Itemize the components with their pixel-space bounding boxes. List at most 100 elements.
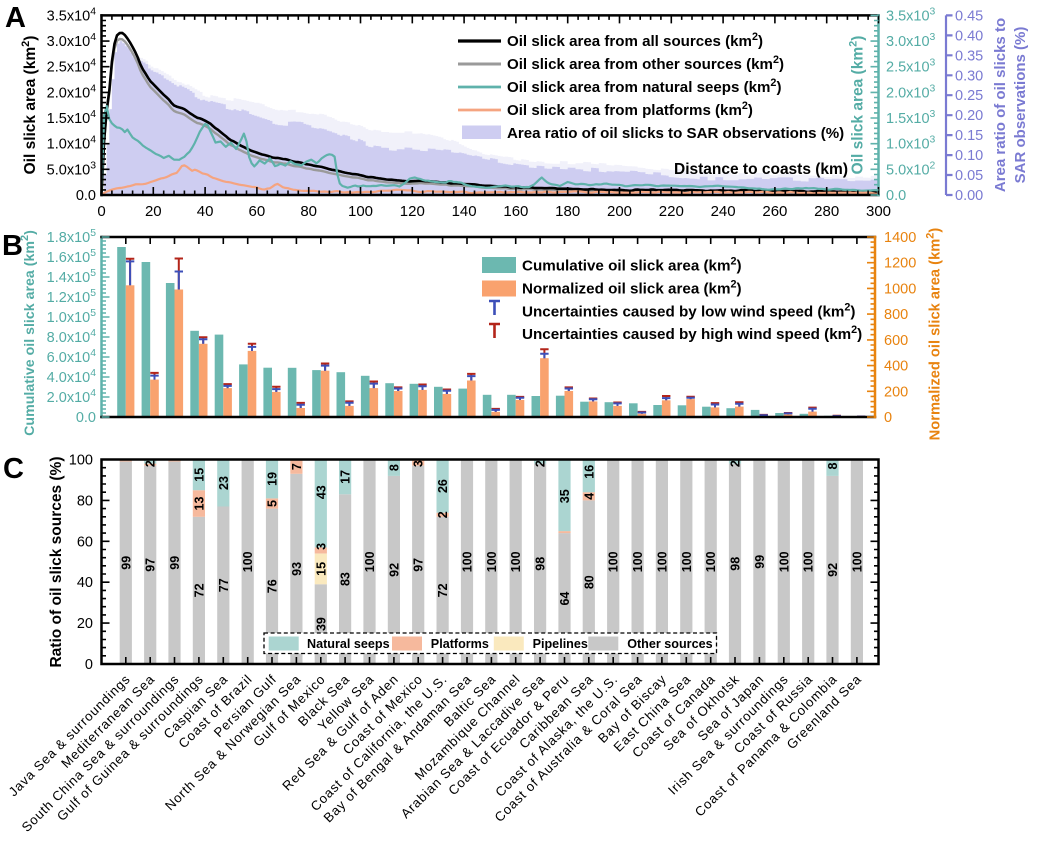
svg-text:92: 92 <box>387 563 401 577</box>
svg-text:2: 2 <box>144 460 158 467</box>
svg-text:72: 72 <box>192 583 206 597</box>
svg-text:B: B <box>2 230 23 262</box>
svg-text:100: 100 <box>348 203 373 220</box>
svg-text:200: 200 <box>607 203 632 220</box>
svg-text:1.0x105: 1.0x105 <box>47 308 97 326</box>
svg-text:300: 300 <box>866 203 891 220</box>
svg-text:98: 98 <box>534 557 548 571</box>
svg-text:A: A <box>5 2 26 34</box>
svg-text:2.5x103: 2.5x103 <box>886 58 936 76</box>
svg-text:Ratio of oil slick sources (%): Ratio of oil slick sources (%) <box>48 456 65 667</box>
svg-text:Uncertainties caused by high w: Uncertainties caused by high wind speed … <box>522 324 862 343</box>
svg-text:3.0x104: 3.0x104 <box>47 32 97 50</box>
svg-text:5.0x103: 5.0x103 <box>47 160 97 178</box>
svg-text:Platforms: Platforms <box>431 637 489 651</box>
svg-text:40: 40 <box>197 203 214 220</box>
svg-text:120: 120 <box>400 203 425 220</box>
svg-text:0: 0 <box>85 657 93 673</box>
svg-text:1.5x104: 1.5x104 <box>47 109 97 127</box>
svg-text:0.20: 0.20 <box>955 108 983 124</box>
svg-text:100: 100 <box>850 551 864 572</box>
svg-text:20: 20 <box>77 616 93 632</box>
svg-text:2: 2 <box>729 460 743 467</box>
svg-text:0.05: 0.05 <box>955 168 983 184</box>
svg-text:0.0: 0.0 <box>76 188 96 204</box>
svg-text:39: 39 <box>314 617 328 631</box>
svg-text:40: 40 <box>77 575 93 591</box>
svg-text:1.5x103: 1.5x103 <box>886 109 936 127</box>
svg-text:Normalized oil slick area (km2: Normalized oil slick area (km2) <box>522 278 742 297</box>
svg-text:0.0: 0.0 <box>886 188 906 204</box>
svg-text:8: 8 <box>826 462 840 469</box>
svg-text:800: 800 <box>884 307 908 323</box>
svg-text:0.0: 0.0 <box>76 410 96 426</box>
svg-text:2: 2 <box>436 511 450 518</box>
svg-text:4: 4 <box>582 493 596 500</box>
svg-text:3.5x104: 3.5x104 <box>47 6 97 24</box>
svg-text:Oil slick area (km2): Oil slick area (km2) <box>848 36 867 175</box>
svg-text:220: 220 <box>659 203 684 220</box>
svg-text:Oil slick area (km2): Oil slick area (km2) <box>20 36 39 175</box>
svg-text:5: 5 <box>266 500 280 507</box>
svg-text:600: 600 <box>884 333 908 349</box>
svg-text:Cumulative oil slick area (km2: Cumulative oil slick area (km2) <box>19 230 38 436</box>
svg-text:72: 72 <box>436 583 450 597</box>
svg-text:Area ratio of oil slicks to SA: Area ratio of oil slicks to SAR observat… <box>507 125 844 142</box>
svg-text:Distance to coasts (km): Distance to coasts (km) <box>674 161 848 178</box>
svg-text:0.00: 0.00 <box>955 188 983 204</box>
svg-text:SAR observations (%): SAR observations (%) <box>1012 27 1029 184</box>
svg-text:3.5x103: 3.5x103 <box>886 6 936 24</box>
svg-text:93: 93 <box>290 562 304 576</box>
svg-text:Other sources: Other sources <box>627 637 712 651</box>
svg-text:100: 100 <box>241 551 255 572</box>
svg-text:260: 260 <box>762 203 787 220</box>
svg-text:98: 98 <box>729 557 743 571</box>
svg-text:100: 100 <box>461 551 475 572</box>
svg-text:1.8x105: 1.8x105 <box>47 228 97 246</box>
svg-text:97: 97 <box>144 558 158 572</box>
svg-text:19: 19 <box>266 472 280 486</box>
svg-text:2: 2 <box>534 460 548 467</box>
svg-text:1200: 1200 <box>884 256 916 272</box>
svg-text:6.0x104: 6.0x104 <box>47 348 97 366</box>
svg-text:0.25: 0.25 <box>955 88 983 104</box>
svg-text:Normalized oil slick area (km2: Normalized oil slick area (km2) <box>925 228 944 441</box>
svg-text:17: 17 <box>339 470 353 484</box>
svg-text:2.0x103: 2.0x103 <box>886 83 936 101</box>
svg-text:100: 100 <box>69 453 93 469</box>
svg-text:60: 60 <box>77 534 93 550</box>
svg-text:140: 140 <box>452 203 477 220</box>
svg-text:100: 100 <box>704 551 718 572</box>
svg-text:160: 160 <box>503 203 528 220</box>
svg-text:Oil slick area from all source: Oil slick area from all sources (km2) <box>507 31 763 50</box>
svg-text:240: 240 <box>711 203 736 220</box>
svg-text:100: 100 <box>363 551 377 572</box>
svg-text:8.0x104: 8.0x104 <box>47 328 97 346</box>
svg-text:180: 180 <box>555 203 580 220</box>
svg-text:1400: 1400 <box>884 230 916 246</box>
svg-text:83: 83 <box>339 572 353 586</box>
svg-text:Pipelines: Pipelines <box>533 637 588 651</box>
svg-text:80: 80 <box>77 493 93 509</box>
svg-text:3: 3 <box>412 460 426 467</box>
svg-text:43: 43 <box>314 485 328 499</box>
svg-text:100: 100 <box>777 551 791 572</box>
svg-text:100: 100 <box>485 551 499 572</box>
svg-text:99: 99 <box>119 556 133 570</box>
svg-text:0.15: 0.15 <box>955 128 983 144</box>
svg-text:0.40: 0.40 <box>955 28 983 44</box>
svg-text:Oil slick area from other sour: Oil slick area from other sources (km2) <box>507 54 784 73</box>
svg-text:76: 76 <box>266 579 280 593</box>
svg-text:280: 280 <box>814 203 839 220</box>
svg-text:0.45: 0.45 <box>955 8 983 24</box>
svg-text:92: 92 <box>826 563 840 577</box>
svg-text:13: 13 <box>192 497 206 511</box>
svg-text:100: 100 <box>509 551 523 572</box>
svg-text:26: 26 <box>436 479 450 493</box>
svg-text:Oil slick area from natural se: Oil slick area from natural seeps (km2) <box>507 77 781 96</box>
svg-text:4.0x104: 4.0x104 <box>47 368 97 386</box>
svg-text:100: 100 <box>655 551 669 572</box>
svg-text:8: 8 <box>387 464 401 471</box>
svg-text:100: 100 <box>680 551 694 572</box>
svg-text:77: 77 <box>217 578 231 592</box>
